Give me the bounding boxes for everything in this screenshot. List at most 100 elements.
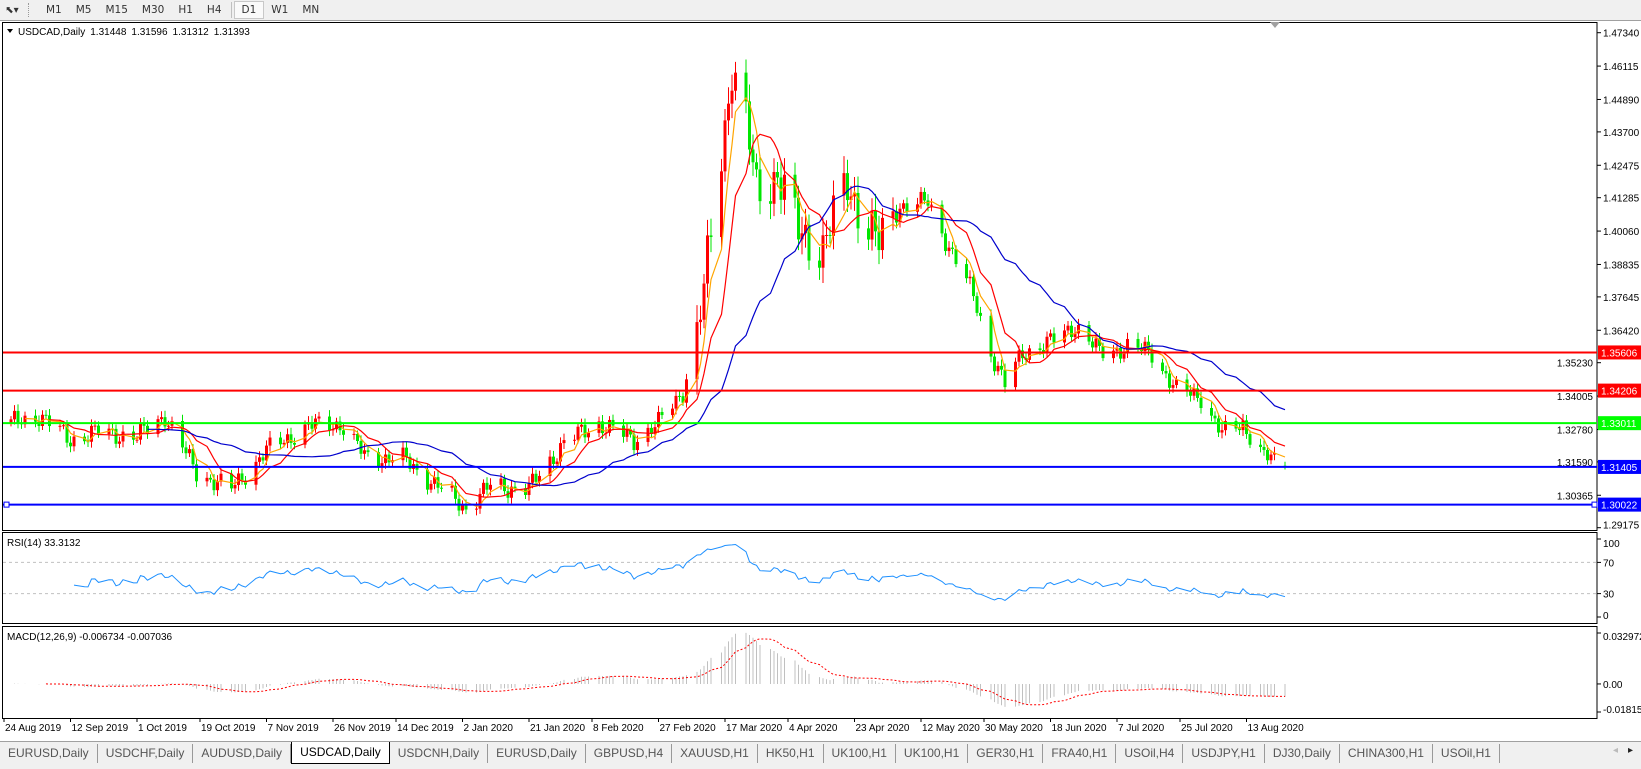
candle-bearish xyxy=(622,425,625,437)
timeframe-mn-button[interactable]: MN xyxy=(302,4,320,16)
candle-bearish xyxy=(1098,338,1101,346)
timeframe-m15-button[interactable]: M15 xyxy=(105,4,128,16)
candle-bearish xyxy=(464,504,468,510)
price-level-label: 1.35606 xyxy=(1601,348,1638,359)
candle-bearish xyxy=(1238,428,1241,431)
candle-bearish xyxy=(678,395,681,397)
candle-bullish xyxy=(205,477,209,482)
candle-bearish xyxy=(1217,418,1220,433)
price-tick-label: 1.31590 xyxy=(1557,458,1594,469)
chart-tab[interactable]: HK50,H1 xyxy=(758,744,824,763)
price-level-label-box xyxy=(1598,459,1641,474)
macd-label: MACD(12,26,9) -0.006734 -0.007036 xyxy=(7,632,173,643)
candle-bullish xyxy=(653,427,657,434)
price-level-label-box xyxy=(1598,416,1641,431)
candle-bullish xyxy=(695,322,699,380)
candle-bearish xyxy=(660,411,664,416)
date-tick-label: 7 Nov 2019 xyxy=(268,723,320,734)
chart-tab[interactable]: XAUUSD,H1 xyxy=(672,744,758,763)
candle-bearish xyxy=(209,477,212,480)
macd-tick-label: -0.018154 xyxy=(1603,705,1641,716)
candle-bullish xyxy=(538,475,541,482)
chart-tab[interactable]: UK100,H1 xyxy=(824,744,896,763)
price-level-label: 1.30022 xyxy=(1601,501,1638,512)
timeframe-w1-button[interactable]: W1 xyxy=(271,4,289,16)
chart-shift-marker-icon[interactable] xyxy=(1270,22,1280,28)
candle-bearish xyxy=(755,162,758,170)
candle-bullish xyxy=(72,436,76,447)
candle-bearish xyxy=(954,248,958,265)
candle-bearish xyxy=(632,434,636,451)
timeframe-m30-button[interactable]: M30 xyxy=(141,4,165,16)
timeframe-m5-button[interactable]: M5 xyxy=(75,4,92,16)
candle-bullish xyxy=(597,421,601,433)
line-anchor-handle[interactable] xyxy=(3,501,10,508)
chart-tab[interactable]: GER30,H1 xyxy=(968,744,1044,763)
candle-bullish xyxy=(842,173,846,196)
candle-bullish xyxy=(433,477,436,484)
candle-bearish xyxy=(972,276,975,297)
scroll-left-icon[interactable]: ◂ xyxy=(1612,745,1618,756)
candle-bullish xyxy=(475,508,478,510)
candle-bearish xyxy=(387,454,391,463)
candle-bullish xyxy=(188,449,191,454)
rsi-tick-label: 100 xyxy=(1603,539,1620,550)
candle-bearish xyxy=(1248,434,1252,445)
chart-tab[interactable]: EURUSD,Daily xyxy=(488,744,586,763)
toolbar-grip[interactable] xyxy=(28,3,33,17)
scroll-right-icon[interactable]: ▸ xyxy=(1627,745,1633,756)
candle-bullish xyxy=(898,208,902,223)
chart-tab[interactable]: CHINA300,H1 xyxy=(1340,744,1433,763)
candle-bearish xyxy=(751,149,755,163)
price-tick-label: 1.35230 xyxy=(1557,359,1594,370)
candle-bearish xyxy=(975,296,979,313)
candle-bearish xyxy=(895,211,898,223)
candle-bullish xyxy=(902,203,905,209)
candle-bullish xyxy=(1241,420,1245,431)
chart-tab[interactable]: UK100,H1 xyxy=(896,744,969,763)
price-level-label: 1.31405 xyxy=(1601,463,1638,474)
chart-tab[interactable]: USDJPY,H1 xyxy=(1183,744,1265,763)
price-tick-label: 1.46115 xyxy=(1603,62,1639,73)
candle-bullish xyxy=(821,235,825,268)
timeframe-h1-button[interactable]: H1 xyxy=(178,4,193,16)
chart-tab[interactable]: USOil,H1 xyxy=(1433,744,1500,763)
chart-tab[interactable]: FRA40,H1 xyxy=(1043,744,1117,763)
chart-tab[interactable]: AUDUSD,Daily xyxy=(193,744,292,763)
chart-tab[interactable]: USDCNH,Daily xyxy=(390,744,489,763)
candle-bullish xyxy=(804,224,807,234)
drawing-tool-dropdown[interactable]: ⬉▾ xyxy=(0,0,24,20)
line-anchor-handle[interactable] xyxy=(1591,501,1598,508)
rsi-panel-border xyxy=(2,532,1598,624)
candle-bearish xyxy=(114,428,118,444)
candle-bearish xyxy=(744,72,748,102)
date-tick-label: 13 Aug 2020 xyxy=(1248,723,1305,734)
candle-bullish xyxy=(461,504,464,511)
candle-bearish xyxy=(979,312,982,316)
candle-bullish xyxy=(160,417,163,420)
candle-bullish xyxy=(1049,333,1052,337)
chart-tab[interactable]: EURUSD,Daily xyxy=(0,744,98,763)
candle-bearish xyxy=(1070,325,1073,338)
timeframe-d1-button[interactable]: D1 xyxy=(233,1,265,19)
candle-bearish xyxy=(279,437,282,445)
chart-tab[interactable]: USOil,H4 xyxy=(1116,744,1184,763)
chart-tab[interactable]: USDCAD,Daily xyxy=(291,742,390,764)
candle-bullish xyxy=(335,421,338,430)
chart-tab[interactable]: GBPUSD,H4 xyxy=(586,744,673,763)
chart-tab[interactable]: DJ30,Daily xyxy=(1265,744,1340,763)
chart-window[interactable]: 1.47340 1.46115 1.44890 1.43700 1.42475 1.412… xyxy=(0,21,1641,741)
candle-bearish xyxy=(1150,349,1154,363)
collapse-triangle-icon[interactable] xyxy=(7,29,13,33)
moving-average-line xyxy=(147,185,1286,487)
candle-bearish xyxy=(310,422,314,429)
candle-bearish xyxy=(16,410,20,423)
candle-bullish xyxy=(800,233,804,240)
date-tick-label: 1 Oct 2019 xyxy=(138,723,187,734)
candle-bearish xyxy=(965,264,968,279)
timeframe-m1-button[interactable]: M1 xyxy=(46,4,62,16)
timeframe-h4-button[interactable]: H4 xyxy=(206,4,222,16)
candle-bearish xyxy=(856,192,860,229)
chart-tab[interactable]: USDCHF,Daily xyxy=(98,744,194,763)
candle-bearish xyxy=(709,235,713,238)
